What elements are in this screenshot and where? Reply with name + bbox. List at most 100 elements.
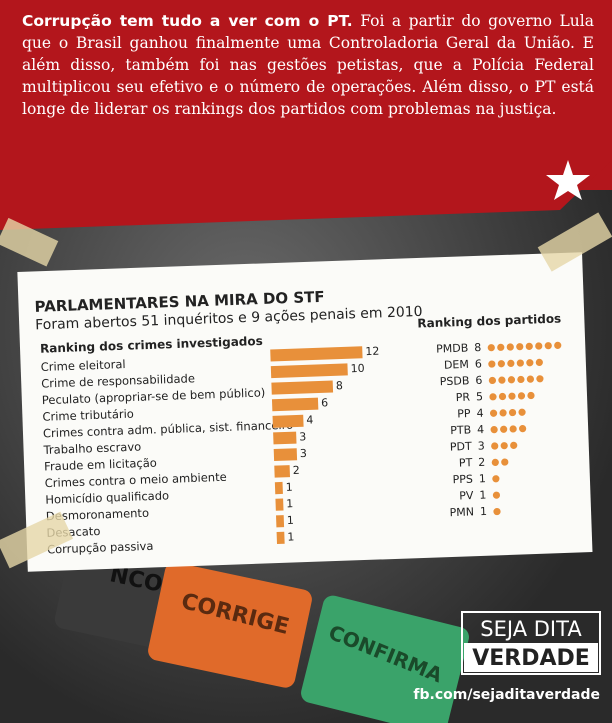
- party-label: PT: [459, 456, 473, 469]
- dot: [510, 441, 518, 449]
- party-label: PV: [459, 489, 474, 503]
- value-label: 2: [478, 456, 485, 469]
- party-label: PTB: [450, 423, 471, 437]
- dot: [491, 458, 499, 466]
- value-label: 8: [474, 341, 481, 354]
- clipping: PARLAMENTARES NA MIRA DO STF Foram abert…: [17, 252, 593, 572]
- dot: [499, 409, 507, 417]
- dot-group: [488, 375, 544, 385]
- value-label: 1: [287, 530, 294, 543]
- logo-frame: [461, 611, 601, 675]
- bar: [271, 397, 319, 412]
- dot-group: [489, 391, 535, 401]
- dot-group: [487, 341, 562, 352]
- dot: [507, 376, 516, 384]
- red-band: [0, 0, 612, 190]
- dot: [526, 359, 534, 367]
- tape: [537, 212, 612, 272]
- dot: [493, 507, 501, 516]
- dot: [500, 442, 508, 450]
- bar: [275, 498, 284, 511]
- dot: [508, 392, 516, 400]
- dot: [535, 358, 543, 366]
- value-label: 4: [476, 407, 483, 420]
- logo-bottom: VERDADE: [472, 646, 590, 671]
- star: [546, 160, 590, 200]
- dot: [506, 343, 514, 351]
- bar: [276, 515, 285, 528]
- category-label: Fraude em licitação: [44, 456, 157, 474]
- chart-title: Ranking dos partidos: [417, 312, 561, 331]
- dot: [498, 392, 507, 401]
- party-label: PSDB: [440, 374, 470, 388]
- party-label: PPS: [452, 473, 473, 487]
- category-label: Crime de responsabilidade: [41, 371, 195, 390]
- dot: [517, 392, 526, 400]
- logo-top: SEJA DITA: [480, 617, 582, 641]
- bar: [274, 481, 283, 495]
- dot: [527, 391, 535, 400]
- party-label: PMDB: [436, 341, 469, 355]
- party-label: DEM: [444, 358, 469, 372]
- value-label: 2: [293, 464, 300, 477]
- dot: [500, 425, 508, 433]
- value-label: 1: [287, 514, 294, 527]
- value-label: 8: [336, 379, 343, 392]
- dot-group: [493, 507, 501, 516]
- value-label: 10: [350, 362, 364, 375]
- dot: [498, 376, 506, 384]
- logo-box: [464, 643, 598, 672]
- dot: [489, 393, 497, 401]
- dot-group: [492, 475, 500, 483]
- dot: [525, 342, 533, 350]
- category-label: Trabalho escravo: [42, 440, 141, 457]
- dot: [492, 491, 501, 499]
- value-label: 6: [475, 357, 482, 370]
- category-label: Crime eleitoral: [40, 357, 125, 374]
- value-label: 1: [285, 481, 292, 494]
- dot: [544, 342, 552, 350]
- value-label: 6: [321, 396, 328, 409]
- dot: [507, 359, 515, 367]
- button-branco: [54, 550, 186, 650]
- dot-group: [492, 491, 501, 499]
- band-edge: [0, 160, 612, 230]
- dot: [535, 342, 543, 350]
- value-label: 1: [480, 505, 487, 518]
- dot-group: [489, 408, 526, 417]
- category-label: Crime tributário: [42, 407, 134, 424]
- category-label: Desmoronamento: [46, 506, 150, 524]
- bar: [270, 346, 363, 362]
- clipping-paper: [17, 252, 593, 572]
- fb-link: fb.com/sejaditaverdade: [413, 687, 600, 703]
- dot: [488, 360, 496, 368]
- party-label: PR: [456, 391, 471, 405]
- dot: [497, 360, 505, 368]
- dot: [516, 343, 524, 351]
- dot-group: [488, 358, 543, 368]
- dot: [536, 375, 544, 383]
- button-corrige: [148, 562, 312, 688]
- dot: [518, 408, 526, 416]
- dot-group: [491, 458, 509, 466]
- dot: [491, 442, 499, 450]
- dot-group: [490, 425, 527, 434]
- value-label: 12: [365, 345, 379, 358]
- dot-group: [491, 441, 518, 450]
- dot: [492, 475, 500, 483]
- dot: [519, 425, 527, 433]
- dot: [487, 344, 495, 352]
- dot: [516, 359, 524, 367]
- dot: [489, 409, 498, 417]
- dot: [526, 375, 535, 383]
- dot: [517, 375, 525, 384]
- party-label: PMN: [449, 505, 474, 519]
- category-label: Homicídio qualificado: [45, 488, 169, 506]
- value-label: 4: [477, 423, 484, 436]
- dot: [488, 376, 497, 385]
- bar: [273, 431, 297, 445]
- bar: [270, 363, 348, 379]
- bar: [274, 465, 291, 478]
- category-label: Crimes contra o meio ambiente: [44, 470, 226, 490]
